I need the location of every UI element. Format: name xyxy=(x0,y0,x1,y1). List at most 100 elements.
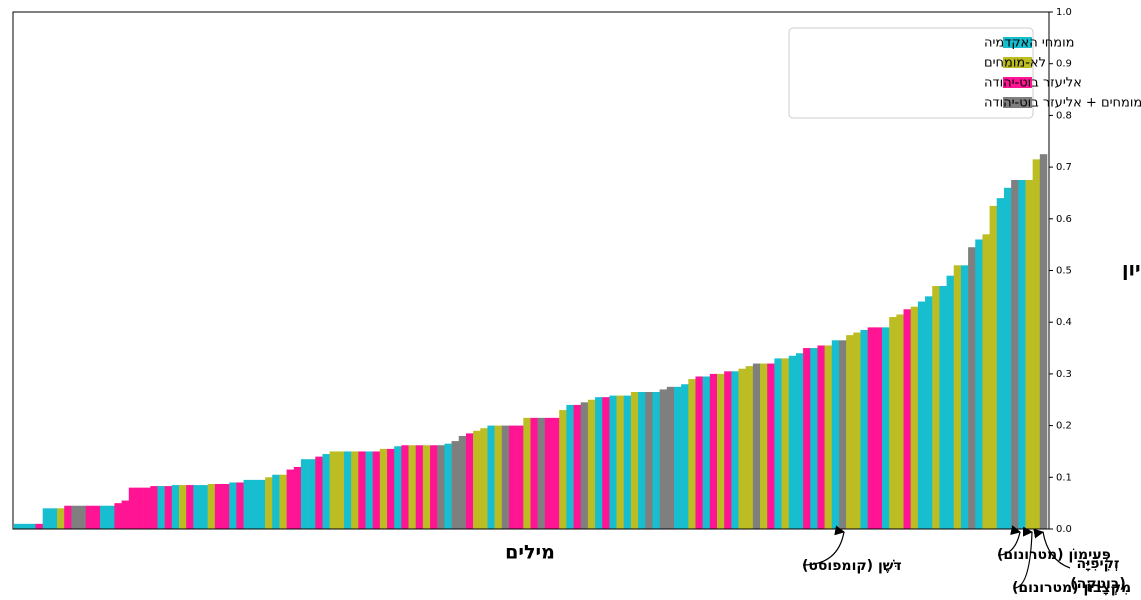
bar-experts xyxy=(229,482,237,529)
bar-bot xyxy=(709,373,718,529)
bar-combined xyxy=(752,363,761,529)
bar-bot xyxy=(92,505,101,529)
legend-swatch-combined xyxy=(1003,97,1032,108)
bar-nonexperts xyxy=(760,363,768,529)
bar-combined xyxy=(71,505,79,529)
y-tick-label: 0.0 xyxy=(1056,524,1072,535)
annotation-arrow-metronome-2 xyxy=(1013,526,1033,589)
bar-bot xyxy=(516,425,524,529)
bar-combined xyxy=(537,417,546,529)
bar-experts xyxy=(157,486,165,529)
x-axis-label: מילים xyxy=(505,542,555,564)
bar-experts xyxy=(595,397,603,529)
bar-experts xyxy=(487,425,495,529)
bar-nonexperts xyxy=(1025,180,1033,529)
y-axis-label: ציון xyxy=(1122,259,1141,281)
legend: מומחי האקדמיה לא-מומחים אליעזר בוט-יהודה… xyxy=(788,27,1141,119)
bar-experts xyxy=(243,479,252,529)
bar-experts xyxy=(42,508,51,529)
annotations: דֹּשֶׁן (קומפוסט) פְּעִימוֹן (מטרונום) מ… xyxy=(802,525,1131,596)
bar-bot xyxy=(143,487,151,529)
bar-nonexperts xyxy=(630,392,639,529)
bar-nonexperts xyxy=(523,417,531,529)
bar-experts xyxy=(272,474,280,529)
bar-bot xyxy=(286,469,295,529)
bar-experts xyxy=(322,454,330,529)
annotation-arrow-booth xyxy=(1033,528,1071,569)
bar-experts xyxy=(28,523,36,529)
bar-bot xyxy=(544,417,553,529)
bar-nonexperts xyxy=(207,484,216,529)
bar-bot xyxy=(508,425,517,529)
y-tick-label: 0.4 xyxy=(1056,317,1072,328)
annotation-metronome-2: מִקְצָבוֹן (מטרונום) xyxy=(1012,580,1131,596)
bar-nonexperts xyxy=(408,445,417,529)
bar-bot xyxy=(64,505,72,529)
legend-label-experts: מומחי האקדמיה xyxy=(984,36,1074,51)
bar-experts xyxy=(49,508,58,529)
bar-experts xyxy=(193,485,201,529)
legend-swatch-nonexperts xyxy=(1003,57,1032,68)
bar-bot xyxy=(573,404,582,529)
bar-nonexperts xyxy=(379,448,388,529)
bar-experts xyxy=(21,523,29,529)
bar-experts xyxy=(394,446,402,529)
bar-bot xyxy=(135,487,144,529)
y-tick-label: 0.8 xyxy=(1056,110,1072,121)
bar-combined xyxy=(659,389,668,529)
bar-experts xyxy=(960,265,969,529)
bar-experts xyxy=(917,301,926,529)
bar-nonexperts xyxy=(279,474,287,529)
y-axis: 0.0 0.1 0.2 0.3 0.4 0.5 0.6 0.7 0.8 0.9 1.0 xyxy=(1049,7,1072,535)
bar-bot xyxy=(803,348,811,529)
bar-experts xyxy=(444,443,452,529)
bar-bot xyxy=(85,505,94,529)
bar-experts xyxy=(946,275,955,529)
annotation-arrow-metronome-1 xyxy=(997,525,1021,556)
bar-experts xyxy=(810,348,818,529)
bar-bot xyxy=(150,486,158,529)
bar-bot xyxy=(724,371,732,529)
bar-nonexperts xyxy=(265,477,273,529)
legend-frame xyxy=(788,27,1034,119)
bar-bot xyxy=(695,376,703,529)
bar-bot xyxy=(867,327,876,529)
bar-experts xyxy=(702,376,711,529)
bar-experts xyxy=(673,386,682,529)
bar-nonexperts xyxy=(329,451,338,529)
y-tick-label: 0.9 xyxy=(1056,59,1072,70)
bar-experts xyxy=(609,395,617,529)
bar-experts xyxy=(975,239,983,530)
bar-experts xyxy=(1018,180,1026,529)
y-tick-label: 0.7 xyxy=(1056,162,1072,173)
bar-experts xyxy=(107,505,115,529)
bar-experts xyxy=(365,451,373,529)
bar-bot xyxy=(236,482,244,529)
bar-nonexperts xyxy=(896,314,904,529)
bar-bot xyxy=(387,448,395,529)
bar-experts xyxy=(996,198,1005,529)
bar-bot xyxy=(767,363,775,529)
bar-experts xyxy=(250,479,259,529)
bar-combined xyxy=(1011,180,1019,529)
bar-nonexperts xyxy=(738,368,746,529)
legend-label-combined: לא-מומחים + אליעזר בוט-יהודה xyxy=(984,96,1141,111)
bar-experts xyxy=(566,404,574,529)
bar-bot xyxy=(465,433,474,529)
bar-bot xyxy=(35,523,43,529)
y-tick-label: 1.0 xyxy=(1056,7,1072,18)
bar-nonexperts xyxy=(853,332,861,529)
bar-nonexperts xyxy=(616,395,625,529)
bar-bot xyxy=(315,456,323,529)
bar-nonexperts xyxy=(781,358,790,529)
y-tick-label: 0.2 xyxy=(1056,421,1072,432)
bar-nonexperts xyxy=(422,445,431,529)
y-tick-label: 0.5 xyxy=(1056,266,1072,277)
bar-experts xyxy=(731,371,739,529)
bar-bot xyxy=(552,417,560,529)
bar-combined xyxy=(645,392,653,529)
bar-bot xyxy=(222,484,230,529)
bar-bot xyxy=(415,445,424,529)
bar-experts xyxy=(171,485,180,529)
